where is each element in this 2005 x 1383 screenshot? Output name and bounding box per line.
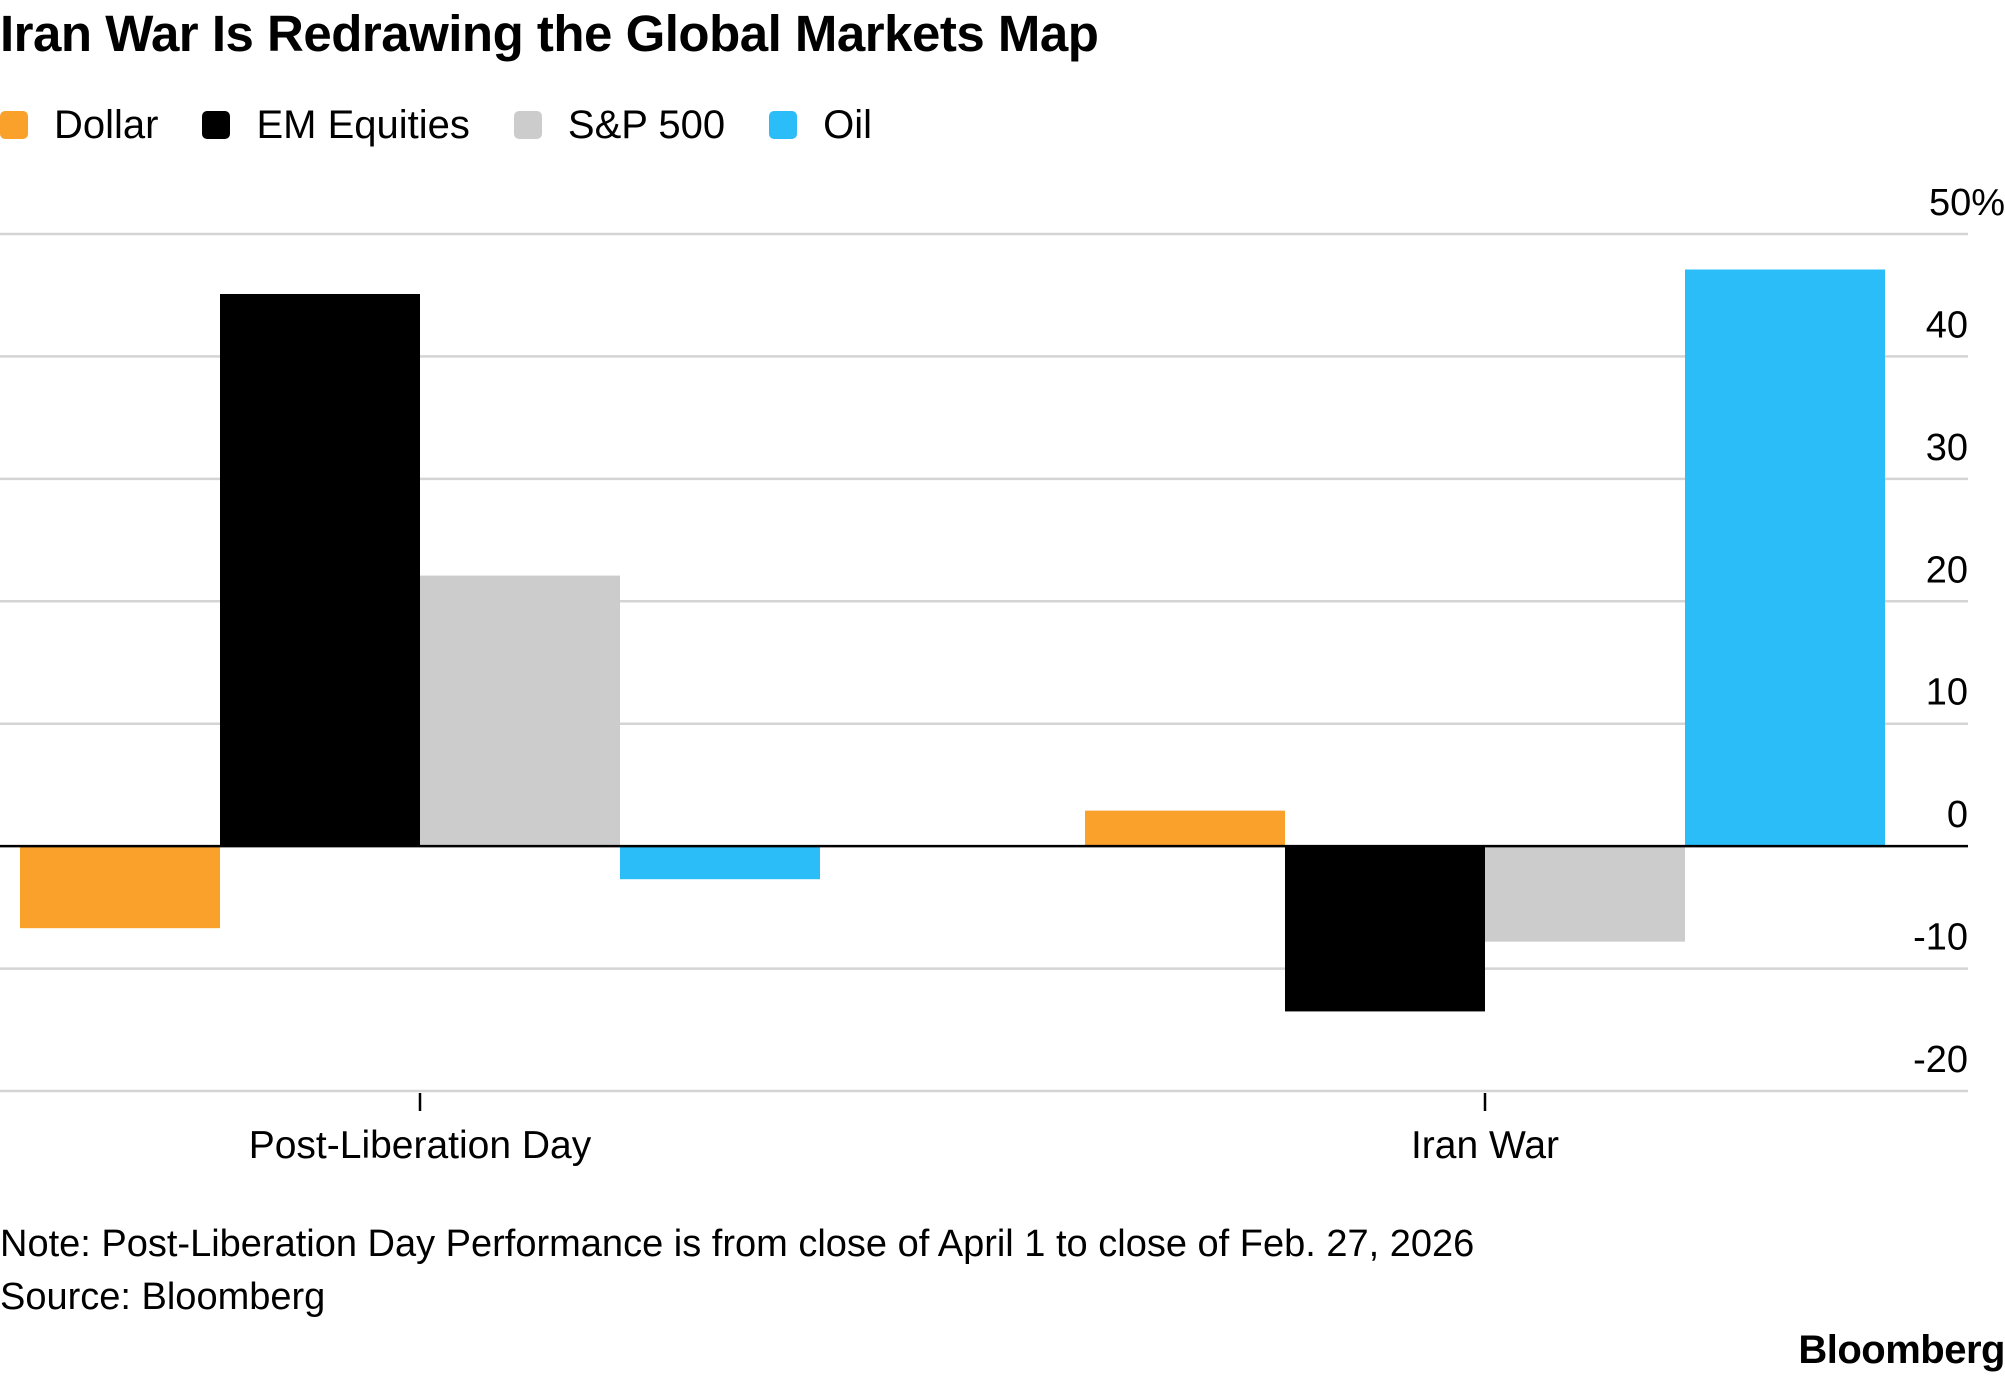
- legend-item-em-equities: EM Equities: [202, 102, 470, 148]
- y-tick-label: 10: [1926, 672, 1968, 714]
- tick-labels: 50% 40 30 20 10 0 -10 -20 Post-Liberation Day Ira…: [249, 182, 2005, 1167]
- legend: Dollar EM Equities S&P 500 Oil: [0, 100, 916, 150]
- legend-label-oil: Oil: [823, 102, 872, 147]
- chart-source: Source: Bloomberg: [0, 1276, 326, 1318]
- axes: [0, 844, 1968, 1111]
- bar-s-p-500-1: [1485, 846, 1685, 942]
- bar-dollar-0: [20, 846, 220, 929]
- bar-em-equities-1: [1285, 846, 1485, 1012]
- bar-em-equities-0: [220, 293, 420, 847]
- y-tick-label: 50%: [1929, 182, 2005, 224]
- legend-swatch-sp500: [513, 111, 542, 139]
- legend-label-dollar: Dollar: [54, 102, 159, 147]
- legend-item-dollar: Dollar: [0, 103, 158, 148]
- y-tick-label: 30: [1926, 427, 1968, 469]
- legend-swatch-dollar: [0, 111, 28, 139]
- legend-label-sp500: S&P 500: [567, 102, 726, 147]
- y-tick-label: -20: [1913, 1039, 1968, 1081]
- y-tick-label: 40: [1926, 304, 1968, 346]
- bar-oil-0: [620, 846, 820, 880]
- x-category-label: Iran War: [1411, 1124, 1559, 1167]
- legend-swatch-oil: [769, 111, 798, 139]
- bars: [20, 269, 1885, 1012]
- chart-title: Iran War Is Redrawing the Global Markets…: [0, 5, 1099, 62]
- y-tick-label: 0: [1947, 794, 1968, 836]
- x-category-label: Post-Liberation Day: [249, 1124, 592, 1167]
- legend-item-oil: Oil: [769, 103, 872, 148]
- bloomberg-logo: Bloomberg: [1798, 1328, 2005, 1372]
- bar-dollar-1: [1085, 810, 1285, 847]
- legend-swatch-em-equities: [202, 111, 231, 139]
- y-tick-label: -10: [1913, 917, 1968, 959]
- chart-note: Note: Post-Liberation Day Performance is…: [0, 1223, 1475, 1265]
- y-tick-label: 20: [1926, 549, 1968, 591]
- legend-label-em-equities: EM Equities: [256, 102, 470, 147]
- legend-item-sp500: S&P 500: [513, 102, 726, 148]
- bar-oil-1: [1685, 269, 1885, 847]
- bar-s-p-500-0: [420, 575, 620, 847]
